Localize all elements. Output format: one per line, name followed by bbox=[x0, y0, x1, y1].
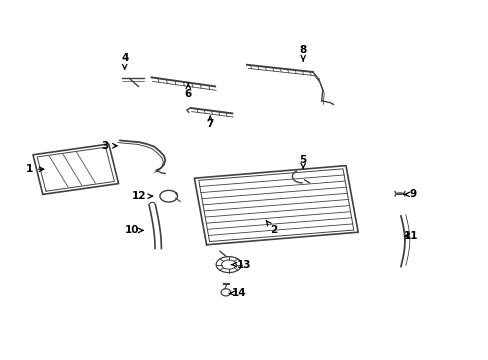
Text: 7: 7 bbox=[206, 116, 214, 129]
Text: 9: 9 bbox=[403, 189, 416, 199]
Text: 10: 10 bbox=[124, 225, 142, 235]
Text: 8: 8 bbox=[299, 45, 306, 61]
Text: 14: 14 bbox=[229, 288, 246, 298]
Text: 2: 2 bbox=[265, 220, 277, 235]
Text: 13: 13 bbox=[231, 260, 251, 270]
Text: 3: 3 bbox=[102, 141, 117, 151]
Text: 1: 1 bbox=[26, 164, 43, 174]
Text: 4: 4 bbox=[121, 53, 128, 69]
Text: 5: 5 bbox=[299, 155, 306, 168]
Text: 6: 6 bbox=[184, 83, 191, 99]
Text: 11: 11 bbox=[403, 231, 417, 241]
Text: 12: 12 bbox=[132, 191, 152, 201]
